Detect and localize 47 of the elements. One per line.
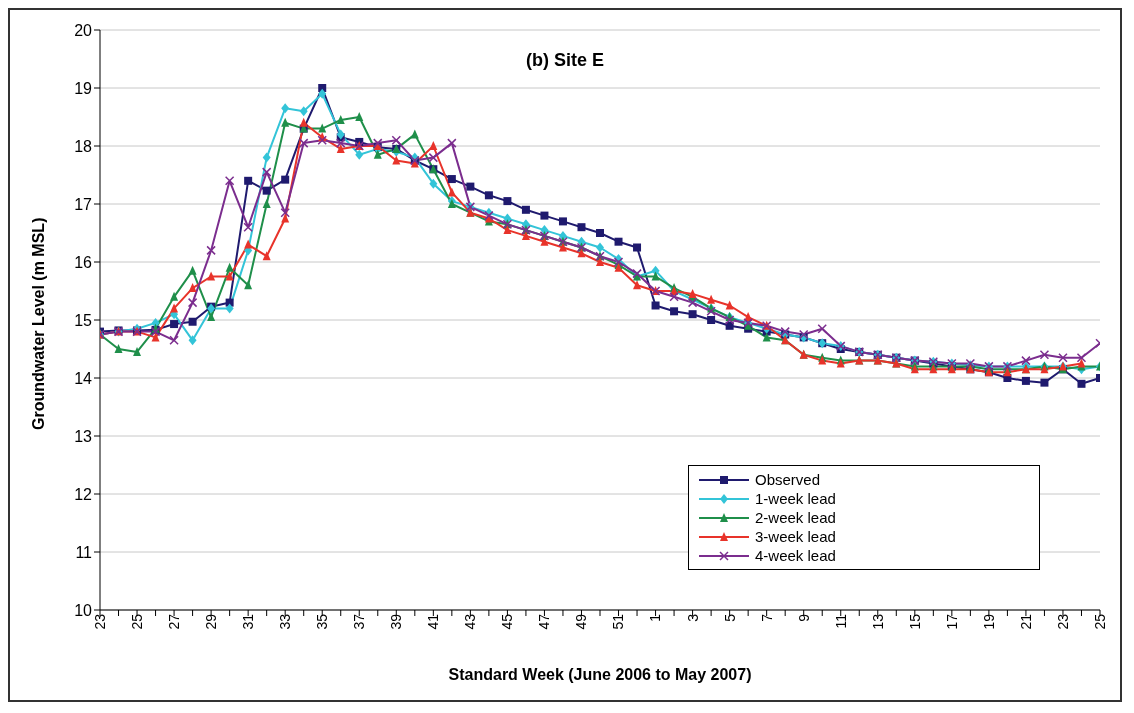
- legend-label: Observed: [755, 471, 821, 488]
- x-tick-label: 1: [647, 613, 664, 622]
- x-tick-label: 7: [758, 613, 775, 622]
- text: (b) Site E: [525, 50, 605, 71]
- x-tick-label: 41: [425, 613, 442, 630]
- y-tick-label: 17: [74, 195, 93, 213]
- x-tick-label: 9: [795, 613, 812, 622]
- y-tick-label: 19: [74, 79, 93, 97]
- x-tick-label: 19: [980, 613, 997, 630]
- legend-label: 4-week lead: [755, 547, 836, 564]
- x-tick-label: 51: [610, 613, 627, 630]
- y-axis-title: Groundwater Level (m MSL): [29, 217, 47, 430]
- x-tick-label: 49: [573, 613, 590, 630]
- x-tick-label: 21: [1017, 613, 1034, 630]
- legend-label: 2-week lead: [755, 509, 836, 526]
- x-tick-label: 35: [314, 613, 331, 630]
- x-tick-label: 5: [721, 613, 738, 622]
- x-tick-label: 47: [536, 613, 553, 630]
- y-tick-label: 10: [74, 601, 93, 619]
- x-tick-label: 17: [943, 613, 960, 630]
- x-tick-label: 33: [277, 613, 294, 630]
- y-tick-label: 11: [75, 543, 93, 561]
- x-tick-label: 23: [1054, 613, 1071, 630]
- x-axis-title: Standard Week (June 2006 to May 2007): [448, 666, 752, 683]
- x-tick-label: 11: [832, 613, 849, 629]
- x-tick-label: 39: [388, 613, 405, 630]
- y-tick-label: 20: [74, 21, 93, 39]
- x-tick-label: 29: [203, 613, 220, 630]
- x-tick-label: 37: [351, 613, 368, 630]
- y-tick-label: 18: [74, 137, 93, 155]
- y-tick-label: 13: [74, 427, 93, 445]
- y-tick-label: 14: [74, 369, 93, 387]
- x-tick-label: 13: [869, 613, 886, 630]
- y-tick-label: 15: [74, 311, 93, 329]
- y-tick-label: 12: [74, 485, 93, 503]
- x-tick-label: 25: [1091, 613, 1108, 630]
- x-tick-label: 25: [128, 613, 145, 630]
- x-tick-label: 3: [684, 613, 701, 622]
- x-tick-label: 45: [499, 613, 516, 630]
- x-tick-label: 43: [462, 613, 479, 630]
- x-tick-label: 31: [240, 613, 257, 630]
- legend-label: 3-week lead: [755, 528, 836, 545]
- legend-label: 1-week lead: [755, 490, 836, 507]
- x-tick-label: 15: [906, 613, 923, 630]
- y-tick-label: 16: [74, 253, 93, 271]
- x-tick-label: 27: [166, 613, 183, 630]
- x-tick-label: 23: [91, 613, 108, 630]
